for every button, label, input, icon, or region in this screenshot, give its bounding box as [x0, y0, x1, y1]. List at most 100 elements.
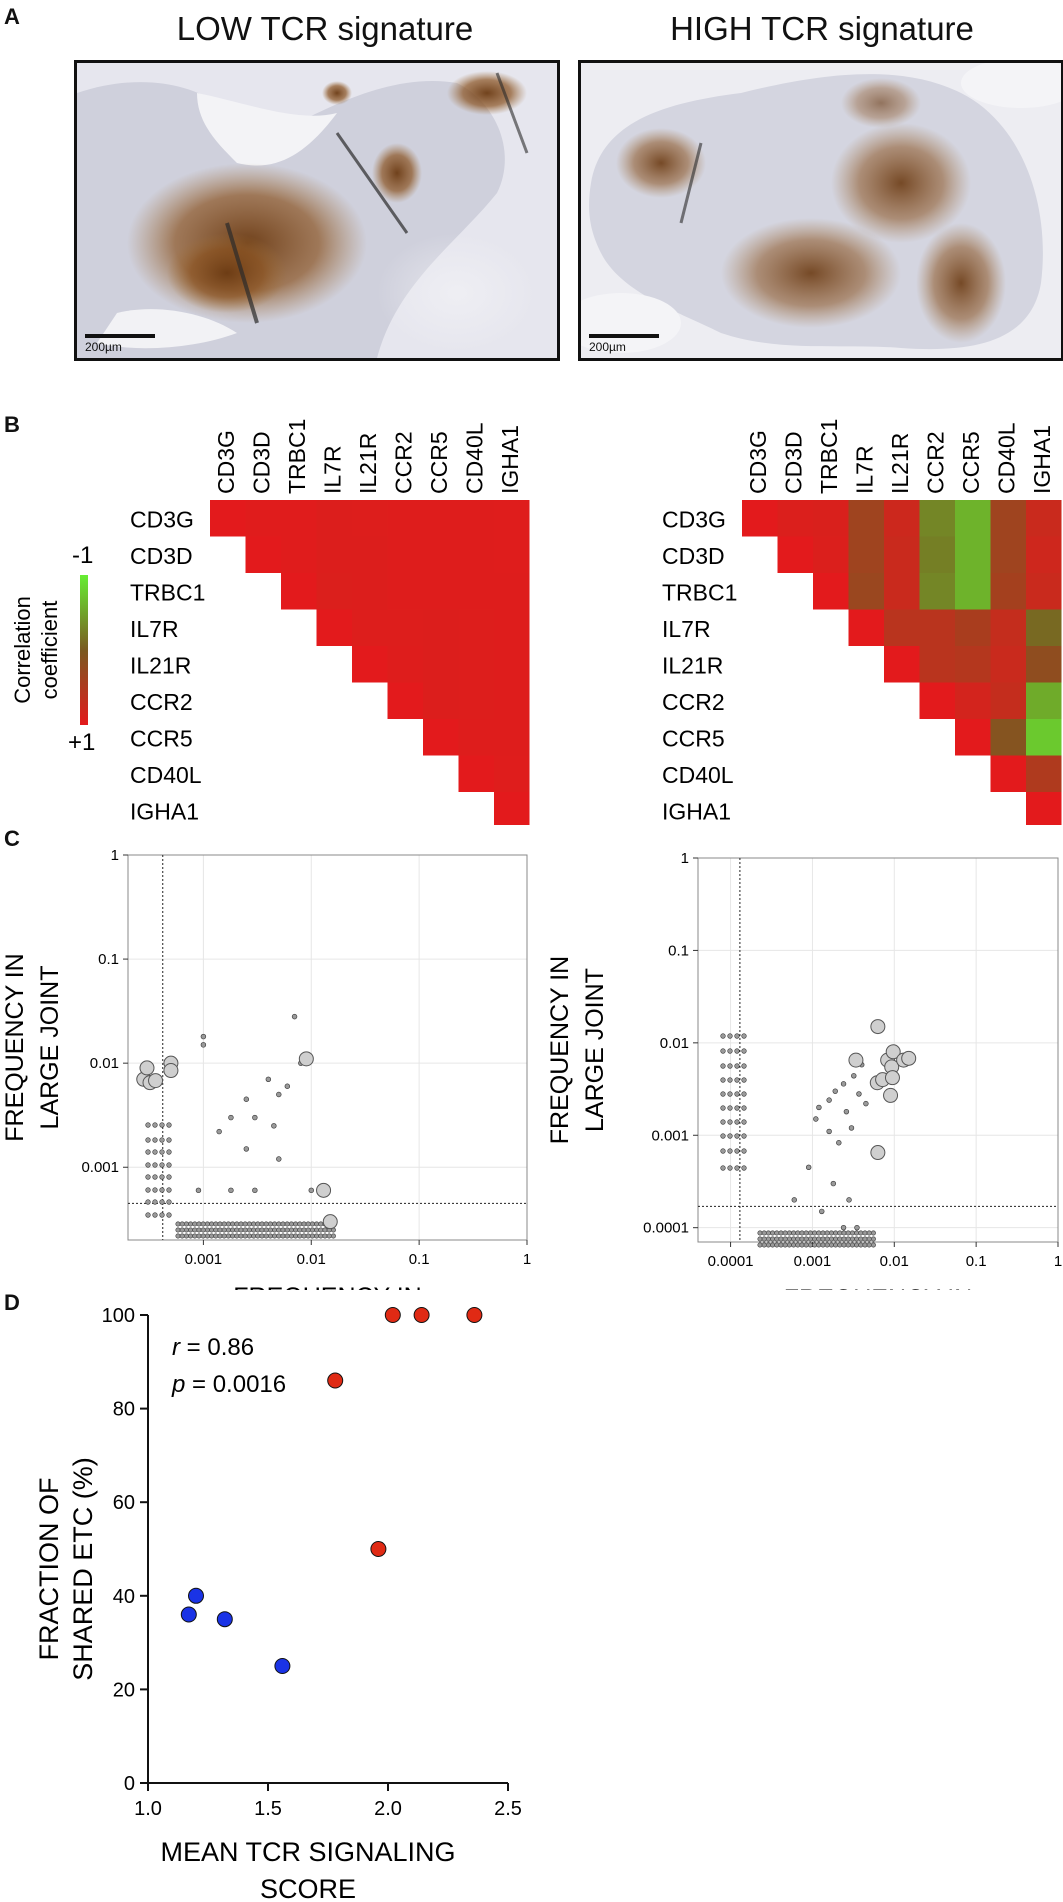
singleton-point [246, 1233, 252, 1239]
heatmap-cell [387, 573, 423, 610]
singleton-point [179, 1221, 185, 1227]
singleton-point [720, 1119, 726, 1125]
singleton-point [166, 1187, 172, 1193]
singleton-point [833, 1236, 839, 1242]
singleton-point [209, 1233, 215, 1239]
singleton-point [166, 1174, 172, 1180]
singleton-point [837, 1236, 843, 1242]
heatmap-cell [919, 682, 955, 719]
singleton-point [175, 1233, 181, 1239]
singleton-point [734, 1091, 740, 1097]
shared-clone-point [243, 1146, 250, 1152]
pvalue-annotation: p = 0.0016 [171, 1371, 286, 1398]
singleton-point [246, 1221, 252, 1227]
singleton-point [866, 1236, 872, 1242]
singleton-point [280, 1221, 286, 1227]
heatmap-cell [990, 682, 1026, 719]
singleton-point [870, 1236, 876, 1242]
singleton-point [213, 1227, 219, 1233]
data-point [370, 1541, 387, 1557]
singleton-point [727, 1077, 733, 1083]
singleton-point [870, 1242, 876, 1248]
singleton-point [778, 1230, 784, 1236]
singleton-point [293, 1221, 299, 1227]
heatmap-row-label: CD3G [662, 506, 726, 532]
singleton-point [799, 1242, 805, 1248]
heatmap-cell [955, 682, 991, 719]
heatmap-col-label: TRBC1 [284, 419, 310, 494]
heatmap-cell [423, 536, 459, 573]
heatmap-col-label: CCR2 [922, 431, 948, 494]
heatmap-cell [458, 609, 494, 646]
expanded-clone-point [848, 1052, 864, 1068]
data-point [188, 1587, 204, 1604]
heatmap-cell [884, 500, 920, 537]
panel-c-letter: C [4, 826, 20, 851]
singleton-point [238, 1221, 244, 1227]
legend-color-bar [80, 575, 88, 725]
singleton-point [734, 1119, 740, 1125]
p-symbol: p [171, 1371, 185, 1398]
singleton-point [866, 1230, 872, 1236]
singleton-point [159, 1199, 165, 1205]
singleton-point [741, 1148, 747, 1154]
x-axis-label-line1: MEAN TCR SIGNALING [160, 1837, 455, 1867]
y-axis-label-line1: FREQUENCY IN [546, 956, 574, 1144]
heatmap-cell [955, 536, 991, 573]
heatmap-cell [955, 646, 991, 683]
heatmap-cell [955, 719, 991, 756]
singleton-point [159, 1122, 165, 1128]
legend-title-line2: coefficient [37, 601, 62, 700]
singleton-point [217, 1221, 223, 1227]
x-tick-label: 1.5 [254, 1798, 282, 1820]
y-axis-label-line1: FREQUENCY IN [1, 953, 29, 1141]
heatmap-cell [387, 500, 423, 537]
singleton-point [828, 1236, 834, 1242]
shared-clone-point [816, 1104, 822, 1111]
expanded-clone-point [883, 1087, 899, 1103]
heatmap-cell [919, 646, 955, 683]
singleton-point [209, 1227, 215, 1233]
heatmap-col-label: IL7R [851, 445, 877, 494]
singleton-point [267, 1233, 273, 1239]
singleton-point [870, 1230, 876, 1236]
singleton-point [727, 1091, 733, 1097]
heatmap-cell [423, 646, 459, 683]
heatmap-cell [919, 573, 955, 610]
singleton-point [200, 1221, 206, 1227]
expanded-clone-point [870, 1019, 886, 1035]
heatmap-col-label: CD40L [993, 422, 1019, 494]
expanded-clone-point [884, 1070, 900, 1086]
plot-frame [697, 857, 1059, 1243]
singleton-point [845, 1230, 851, 1236]
scale-bar-label: 200µm [85, 340, 122, 354]
singleton-point [734, 1077, 740, 1083]
singleton-point [152, 1187, 158, 1193]
singleton-point [741, 1063, 747, 1069]
singleton-point [234, 1227, 240, 1233]
singleton-point [807, 1230, 813, 1236]
heatmap-row-label: IGHA1 [130, 798, 199, 824]
singleton-point [795, 1242, 801, 1248]
singleton-point [152, 1149, 158, 1155]
correlation-annotation: r = 0.86 [172, 1334, 254, 1361]
singleton-point [183, 1233, 189, 1239]
heatmap-cell [387, 646, 423, 683]
heatmap-cell [1026, 719, 1062, 756]
singleton-point [288, 1221, 294, 1227]
heatmap-col-label: CD3D [248, 431, 274, 494]
heatmap-cell [458, 646, 494, 683]
heatmap-row-label: CCR2 [130, 689, 193, 715]
singleton-point [251, 1233, 257, 1239]
heatmap-cell [884, 573, 920, 610]
singleton-point [314, 1221, 320, 1227]
heatmap-cell [919, 500, 955, 537]
singleton-point [318, 1233, 324, 1239]
heatmap-cell [352, 536, 388, 573]
singleton-point [183, 1221, 189, 1227]
singleton-point [309, 1227, 315, 1233]
heatmap-col-label: IL21R [355, 433, 381, 494]
singleton-point [820, 1242, 826, 1248]
singleton-point [757, 1242, 763, 1248]
